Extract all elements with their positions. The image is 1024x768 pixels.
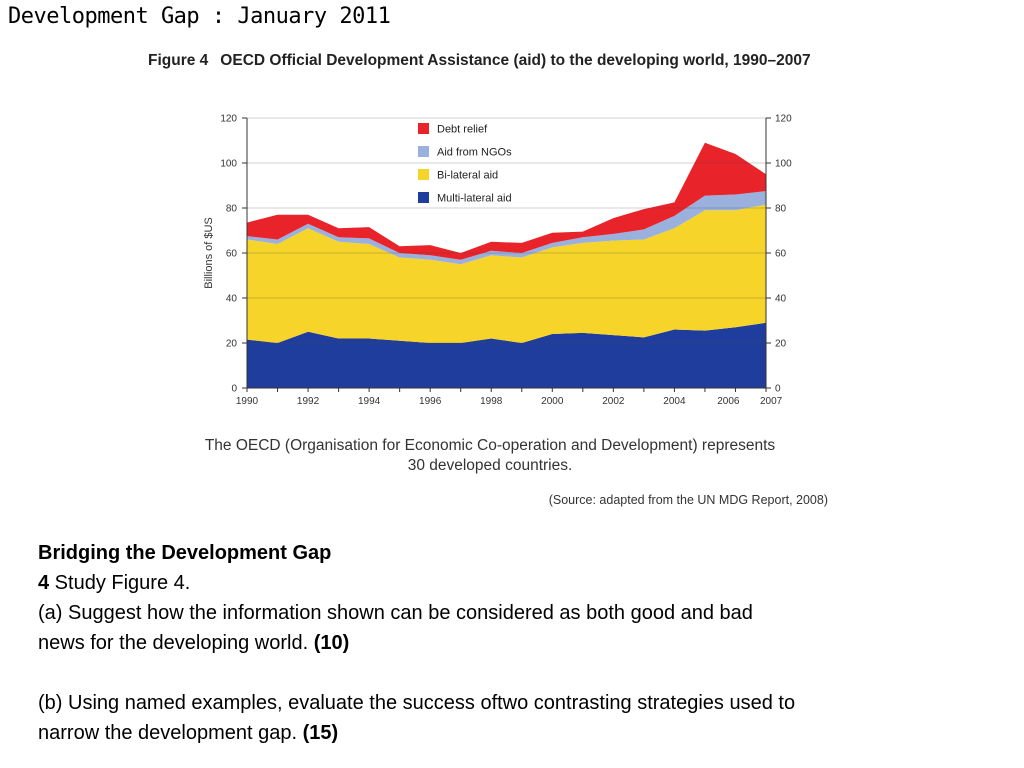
question-intro: 4 Study Figure 4. xyxy=(38,568,998,598)
chart-axes: 0 0 20 20 40 40 60 60 80 80 100 100 120 120 1990 1992 19… xyxy=(203,114,792,408)
x-tick-label-1992: 1992 xyxy=(297,396,320,407)
area-multi-lateral-aid xyxy=(247,322,766,388)
legend-swatch-aid-from-ngos xyxy=(418,146,429,157)
y-tick-label-left-100: 100 xyxy=(220,159,237,170)
x-tick-label-2007: 2007 xyxy=(760,396,783,407)
figure-number: Figure 4 xyxy=(148,52,209,69)
figure-source: (Source: adapted from the UN MDG Report,… xyxy=(548,493,828,507)
y-tick-label-left-40: 40 xyxy=(226,294,238,305)
area-aid-from-ngos xyxy=(247,191,766,265)
legend-swatch-multi-lateral-aid xyxy=(418,192,429,203)
y-tick-label-right-60: 60 xyxy=(775,249,787,260)
figure-title: OECD Official Development Assistance (ai… xyxy=(220,52,811,69)
question-block: Bridging the Development Gap 4 Study Fig… xyxy=(38,538,998,748)
legend-swatch-debt-relief xyxy=(418,123,429,134)
x-tick-label-2000: 2000 xyxy=(541,396,564,407)
chart-legend: Debt relief Aid from NGOs Bi-lateral aid Mu… xyxy=(418,123,512,205)
x-tick-label-1994: 1994 xyxy=(358,396,381,407)
y-tick-label-left-20: 20 xyxy=(226,339,238,350)
question-part-b-marks: (15) xyxy=(302,722,339,744)
question-part-a: (a) Suggest how the information shown ca… xyxy=(38,602,753,624)
area-bi-lateral-aid xyxy=(247,204,766,343)
question-part-a-marks: (10) xyxy=(313,632,350,654)
question-part-b: (b) Using named examples, evaluate the s… xyxy=(38,692,796,714)
question-intro-text: Study Figure 4. xyxy=(49,572,191,594)
x-tick-label-1990: 1990 xyxy=(236,396,259,407)
question-part-a-text: news for the developing world. xyxy=(38,632,314,654)
area-debt-relief xyxy=(247,142,766,260)
y-tick-label-right-0: 0 xyxy=(775,384,781,395)
question-heading: Bridging the Development Gap xyxy=(38,542,332,564)
legend-swatch-bi-lateral-aid xyxy=(418,169,429,180)
x-tick-label-2004: 2004 xyxy=(663,396,686,407)
question-spacer xyxy=(38,658,998,688)
x-tick-label-2002: 2002 xyxy=(602,396,625,407)
legend-label-multi-lateral-aid: Multi-lateral aid xyxy=(437,193,512,205)
y-tick-label-left-0: 0 xyxy=(231,384,237,395)
figure-caption: The OECD (Organisation for Economic Co-o… xyxy=(150,436,830,476)
y-tick-label-left-120: 120 xyxy=(220,114,237,125)
y-tick-label-right-40: 40 xyxy=(775,294,787,305)
legend-label-aid-from-ngos: Aid from NGOs xyxy=(437,147,512,159)
caption-line-2: 30 developed countries. xyxy=(407,457,573,474)
question-part-a-cont: news for the developing world. (10) xyxy=(38,628,998,658)
y-tick-label-right-100: 100 xyxy=(775,159,792,170)
caption-line-1: The OECD (Organisation for Economic Co-o… xyxy=(204,437,776,454)
question-part-b-text: narrow the development gap. xyxy=(38,722,303,744)
x-tick-label-1998: 1998 xyxy=(480,396,503,407)
y-tick-label-left-80: 80 xyxy=(226,204,238,215)
y-axis-title: Billions of $US xyxy=(203,217,215,289)
slide-title: Development Gap : January 2011 xyxy=(8,4,391,29)
legend-label-debt-relief: Debt relief xyxy=(437,124,488,136)
figure-title-block: Figure 4 OECD Official Development Assist… xyxy=(148,52,811,70)
x-tick-label-2006: 2006 xyxy=(717,396,740,407)
legend-label-bi-lateral-aid: Bi-lateral aid xyxy=(437,170,498,182)
y-tick-label-right-120: 120 xyxy=(775,114,792,125)
question-part-b-cont: narrow the development gap. (15) xyxy=(38,718,998,748)
y-tick-label-left-60: 60 xyxy=(226,249,238,260)
y-tick-label-right-20: 20 xyxy=(775,339,787,350)
y-tick-label-right-80: 80 xyxy=(775,204,787,215)
x-tick-label-1996: 1996 xyxy=(419,396,442,407)
chart-areas xyxy=(247,142,766,388)
question-number: 4 xyxy=(38,572,50,594)
stacked-area-chart: 0 0 20 20 40 40 60 60 80 80 100 100 120 120 1990 1992 19… xyxy=(203,114,792,408)
